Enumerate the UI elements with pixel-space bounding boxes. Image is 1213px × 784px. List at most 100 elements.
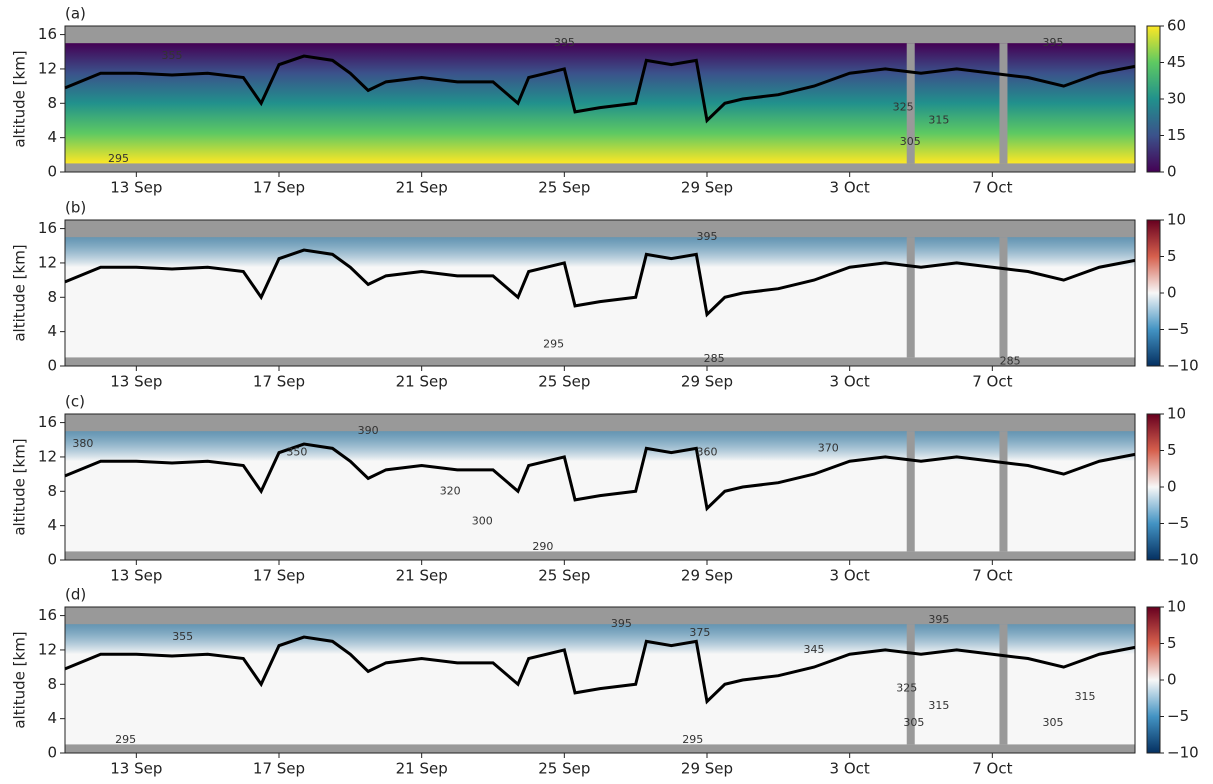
gap: [906, 237, 915, 358]
colorbar-tick-label: 5: [1167, 247, 1177, 265]
contour-label: 325: [893, 101, 914, 114]
colorbar-tick-label: −10: [1167, 551, 1199, 569]
gap: [906, 43, 915, 164]
gap: [906, 624, 915, 745]
x-tick-label: 17 Sep: [253, 179, 305, 197]
y-axis-label: altitude [km]: [11, 244, 29, 341]
contour-label: 395: [1042, 36, 1063, 49]
x-tick-label: 3 Oct: [830, 760, 870, 778]
field: [65, 431, 1135, 552]
contour-label: 345: [804, 643, 825, 656]
tropopause-line: [64, 635, 1136, 705]
x-tick-label: 25 Sep: [538, 373, 590, 391]
contour-label: 295: [108, 152, 129, 165]
contour-label: 375: [689, 626, 710, 639]
x-tick-label: 3 Oct: [830, 567, 870, 585]
x-tick-label: 7 Oct: [972, 373, 1012, 391]
contour-label: 295: [543, 338, 564, 351]
colorbar-tick-label: 10: [1167, 405, 1186, 423]
colorbar-tick-label: 45: [1167, 53, 1186, 71]
field: [65, 237, 1135, 358]
contour-label: 305: [903, 716, 924, 729]
contour-label: 290: [532, 540, 553, 553]
gap: [999, 43, 1008, 164]
colorbar-tick-label: 0: [1167, 163, 1177, 181]
contour-label: 350: [286, 446, 307, 459]
x-tick-label: 21 Sep: [396, 567, 448, 585]
x-tick-label: 21 Sep: [396, 373, 448, 391]
y-axis-label: altitude [km]: [11, 631, 29, 728]
colorbar: [1146, 25, 1161, 173]
contour-label: 380: [72, 437, 93, 450]
colorbar-tick-label: 15: [1167, 126, 1186, 144]
contour-label: 285: [1000, 355, 1021, 368]
colorbar-tick-label: 10: [1167, 598, 1186, 616]
x-tick-label: 29 Sep: [681, 373, 733, 391]
frame: [64, 219, 1136, 367]
colorbar-tick-label: −10: [1167, 357, 1199, 375]
frame: [64, 413, 1136, 561]
colorbar-tick-label: 30: [1167, 90, 1186, 108]
y-tick-label: 4: [47, 516, 57, 534]
x-tick-label: 7 Oct: [972, 760, 1012, 778]
x-tick-label: 25 Sep: [538, 179, 590, 197]
panel-label: (b): [65, 199, 86, 217]
gap: [906, 431, 915, 552]
x-tick-label: 13 Sep: [110, 567, 162, 585]
contour-label: 315: [928, 113, 949, 126]
contour-label: 285: [704, 352, 725, 365]
x-tick-label: 21 Sep: [396, 179, 448, 197]
y-tick-label: 12: [38, 59, 57, 77]
colorbar-tick-label: 60: [1167, 17, 1186, 35]
panel-label: (a): [65, 5, 86, 23]
colorbar-tick-label: 5: [1167, 441, 1177, 459]
y-tick-label: 12: [38, 447, 57, 465]
gap: [999, 624, 1008, 745]
y-tick-label: 4: [47, 128, 57, 146]
x-tick-label: 7 Oct: [972, 567, 1012, 585]
colorbar: [1146, 413, 1161, 561]
x-tick-label: 29 Sep: [681, 567, 733, 585]
y-tick-label: 0: [47, 551, 57, 569]
y-tick-label: 8: [47, 94, 57, 112]
contour-label: 305: [900, 135, 921, 148]
contour-label: 315: [1075, 690, 1096, 703]
tropopause-line: [64, 54, 1136, 124]
field: [65, 43, 1135, 164]
colorbar-tick-label: 0: [1167, 284, 1177, 302]
contour-label: 370: [818, 441, 839, 454]
y-tick-label: 8: [47, 482, 57, 500]
x-tick-label: 25 Sep: [538, 760, 590, 778]
contour-label: 305: [1042, 716, 1063, 729]
panel-label: (c): [65, 393, 85, 411]
contour-label: 295: [682, 733, 703, 746]
x-tick-label: 13 Sep: [110, 373, 162, 391]
x-tick-label: 13 Sep: [110, 760, 162, 778]
colorbar-tick-label: 5: [1167, 634, 1177, 652]
x-tick-label: 17 Sep: [253, 567, 305, 585]
x-tick-label: 17 Sep: [253, 760, 305, 778]
contour-label: 390: [358, 424, 379, 437]
x-tick-label: 7 Oct: [972, 179, 1012, 197]
frame: [64, 606, 1136, 754]
y-tick-label: 16: [38, 219, 57, 237]
y-tick-label: 16: [38, 413, 57, 431]
y-tick-label: 8: [47, 288, 57, 306]
y-tick-label: 16: [38, 25, 57, 43]
contour-label: 300: [472, 514, 493, 527]
contour-label: 295: [115, 733, 136, 746]
x-tick-label: 21 Sep: [396, 760, 448, 778]
colorbar-tick-label: −5: [1167, 514, 1189, 532]
field: [65, 624, 1135, 745]
x-tick-label: 29 Sep: [681, 760, 733, 778]
y-axis-label: altitude [km]: [11, 50, 29, 147]
tropopause-line: [64, 248, 1136, 318]
colorbar-tick-label: −5: [1167, 707, 1189, 725]
colorbar-tick-label: −10: [1167, 744, 1199, 762]
contour-label: 355: [162, 49, 183, 62]
gap: [999, 237, 1008, 358]
colorbar-tick-label: 0: [1167, 478, 1177, 496]
contour-label: 395: [928, 613, 949, 626]
colorbar: [1146, 219, 1161, 367]
